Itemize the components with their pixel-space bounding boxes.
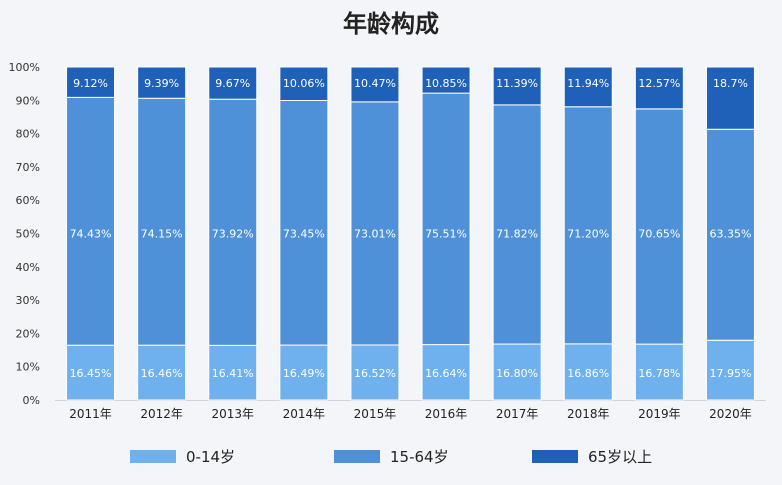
y-tick-label: 40% xyxy=(16,261,40,274)
data-label: 74.43% xyxy=(70,228,112,241)
bar-segment xyxy=(634,343,684,401)
bar-segment xyxy=(705,66,755,130)
chart-legend: 0-14岁 15-64岁 65岁以上 xyxy=(0,446,782,470)
bar-segment xyxy=(492,66,542,106)
legend-label-65-plus: 65岁以上 xyxy=(588,448,653,466)
data-label: 18.7% xyxy=(713,77,748,90)
y-tick-label: 100% xyxy=(9,61,40,74)
data-label: 63.35% xyxy=(709,228,751,241)
bar-segment xyxy=(66,344,116,401)
data-label: 16.46% xyxy=(141,367,183,380)
legend-swatch-65-plus xyxy=(532,450,578,463)
y-tick-label: 0% xyxy=(23,394,40,407)
x-tick-label: 2014年 xyxy=(283,407,326,421)
legend-item-15-64[interactable]: 15-64岁 xyxy=(334,446,449,467)
data-label: 73.45% xyxy=(283,228,325,241)
data-label: 12.57% xyxy=(638,77,680,90)
x-tick-label: 2018年 xyxy=(567,407,610,421)
data-label: 16.45% xyxy=(70,367,112,380)
data-label: 16.52% xyxy=(354,367,396,380)
bar-segment xyxy=(421,92,471,346)
y-tick-label: 90% xyxy=(16,94,40,107)
data-label: 16.41% xyxy=(212,367,254,380)
chart-title: 年龄构成 xyxy=(343,10,439,38)
bar-segment xyxy=(66,96,116,346)
legend-item-0-14[interactable]: 0-14岁 xyxy=(130,446,235,467)
bar-segment xyxy=(350,344,400,401)
data-label: 16.78% xyxy=(638,367,680,380)
bar-segment xyxy=(705,128,755,341)
data-label: 10.47% xyxy=(354,77,396,90)
bar-segment xyxy=(421,344,471,401)
bar-segment xyxy=(563,106,613,345)
legend-label-15-64: 15-64岁 xyxy=(390,448,449,466)
x-tick-label: 2019年 xyxy=(638,407,681,421)
x-tick-label: 2017年 xyxy=(496,407,539,421)
bar-segment xyxy=(279,344,329,401)
data-label: 70.65% xyxy=(638,228,680,241)
bar-segment xyxy=(137,66,187,99)
bar-segment xyxy=(705,339,755,401)
bar-segment xyxy=(66,66,116,98)
data-label: 16.64% xyxy=(425,367,467,380)
legend-label-0-14: 0-14岁 xyxy=(186,448,236,466)
bar-segment xyxy=(563,66,613,108)
data-label: 73.92% xyxy=(212,228,254,241)
bar-segment xyxy=(492,343,542,401)
bar-segment xyxy=(563,343,613,401)
bar-segment xyxy=(634,108,684,345)
x-tick-label: 2012年 xyxy=(140,407,183,421)
y-tick-label: 20% xyxy=(16,327,40,340)
y-tick-label: 10% xyxy=(16,361,40,374)
data-label: 71.82% xyxy=(496,228,538,241)
data-label: 71.20% xyxy=(567,228,609,241)
y-tick-label: 30% xyxy=(16,294,40,307)
data-label: 11.39% xyxy=(496,77,538,90)
y-tick-label: 60% xyxy=(16,194,40,207)
y-tick-label: 70% xyxy=(16,161,40,174)
data-label: 9.12% xyxy=(73,77,108,90)
bar-segment xyxy=(208,98,258,346)
data-label: 16.80% xyxy=(496,367,538,380)
y-tick-label: 50% xyxy=(16,228,40,241)
bar-segment xyxy=(137,97,187,346)
x-tick-label: 2016年 xyxy=(425,407,468,421)
legend-item-65-plus[interactable]: 65岁以上 xyxy=(532,446,652,467)
data-label: 10.06% xyxy=(283,77,325,90)
bar-segment xyxy=(421,66,471,94)
data-label: 9.39% xyxy=(144,77,179,90)
x-tick-label: 2013年 xyxy=(211,407,254,421)
bar-segment xyxy=(634,66,684,110)
legend-swatch-0-14 xyxy=(130,450,176,463)
data-label: 75.51% xyxy=(425,228,467,241)
bar-segment xyxy=(350,101,400,346)
data-label: 10.85% xyxy=(425,77,467,90)
legend-swatch-15-64 xyxy=(334,450,380,463)
data-label: 74.15% xyxy=(141,228,183,241)
x-tick-label: 2015年 xyxy=(354,407,397,421)
x-tick-label: 2020年 xyxy=(709,407,752,421)
data-label: 11.94% xyxy=(567,77,609,90)
y-tick-label: 80% xyxy=(16,128,40,141)
bar-segment xyxy=(279,66,329,101)
data-label: 17.95% xyxy=(709,367,751,380)
bar-segment xyxy=(208,344,258,401)
data-label: 73.01% xyxy=(354,228,396,241)
data-label: 9.67% xyxy=(215,77,250,90)
bar-segment xyxy=(208,66,258,100)
bar-segment xyxy=(279,99,329,346)
data-label: 16.86% xyxy=(567,367,609,380)
bar-segment xyxy=(350,66,400,103)
data-label: 16.49% xyxy=(283,367,325,380)
bar-segment xyxy=(492,104,542,345)
x-tick-label: 2011年 xyxy=(69,407,112,421)
